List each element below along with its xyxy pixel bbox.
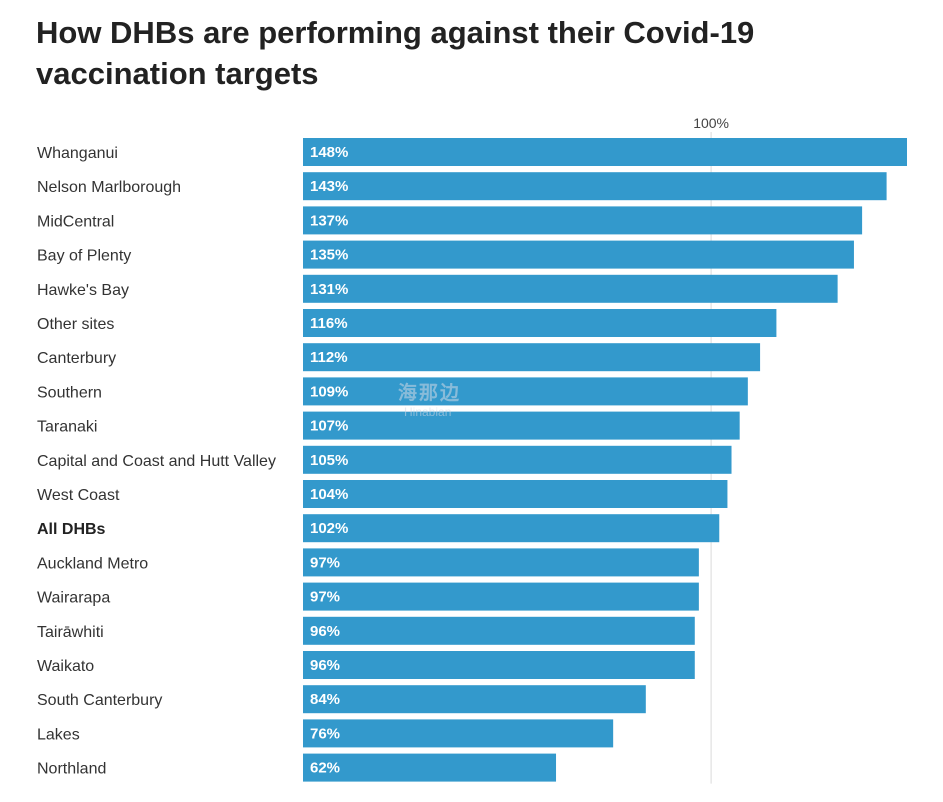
value-label-9: 105% [310, 452, 348, 469]
category-label-7: Southern [37, 384, 102, 401]
category-label-8: Taranaki [37, 419, 97, 436]
bar-8 [303, 411, 740, 440]
bar-5 [303, 309, 777, 337]
bar-9 [303, 445, 732, 474]
category-label-17: Lakes [37, 726, 80, 743]
category-label-9: Capital and Coast and Hutt Valley [37, 453, 276, 470]
category-label-5: Other sites [37, 316, 114, 333]
value-label-10: 104% [310, 486, 348, 503]
value-label-11: 102% [310, 520, 348, 537]
value-label-8: 107% [310, 418, 348, 435]
bar-2 [303, 206, 863, 235]
value-label-5: 116% [310, 315, 348, 332]
value-label-6: 112% [310, 349, 348, 366]
value-label-18: 62% [310, 760, 340, 777]
value-label-2: 137% [310, 212, 348, 229]
bar-3 [303, 240, 854, 269]
value-label-14: 96% [310, 623, 340, 640]
value-label-16: 84% [310, 691, 340, 708]
reference-label-100: 100% [693, 115, 729, 131]
value-label-4: 131% [310, 281, 348, 298]
category-label-1: Nelson Marlborough [37, 179, 181, 196]
bar-13 [303, 582, 699, 611]
bar-1 [303, 172, 887, 201]
bar-14 [303, 616, 695, 645]
bar-12 [303, 548, 699, 577]
bar-4 [303, 274, 838, 303]
bar-18 [303, 753, 557, 782]
bar-17 [303, 719, 614, 748]
category-label-18: Northland [37, 761, 106, 778]
category-label-4: Hawke's Bay [37, 282, 129, 299]
value-label-0: 148% [310, 144, 348, 161]
bar-15 [303, 651, 695, 679]
bar-11 [303, 514, 720, 543]
value-label-3: 135% [310, 247, 348, 264]
bar-10 [303, 480, 728, 508]
category-label-0: Whanganui [37, 145, 118, 162]
value-label-17: 76% [310, 725, 340, 742]
value-label-15: 96% [310, 657, 340, 674]
value-label-7: 109% [310, 383, 348, 400]
bar-16 [303, 685, 646, 714]
bar-6 [303, 343, 761, 372]
category-label-15: Waikato [37, 658, 94, 675]
category-label-6: Canterbury [37, 350, 116, 367]
category-label-3: Bay of Plenty [37, 248, 131, 265]
category-label-13: Wairarapa [37, 590, 110, 607]
category-label-16: South Canterbury [37, 692, 162, 709]
value-label-12: 97% [310, 554, 340, 571]
bar-0 [303, 138, 907, 166]
value-label-1: 143% [310, 178, 348, 195]
category-label-14: Tairāwhiti [37, 624, 104, 641]
category-label-2: MidCentral [37, 213, 114, 230]
chart-title: How DHBs are performing against their Co… [36, 15, 755, 91]
bars-group: Whanganui 148% Nelson Marlborough 143% MidCe… [37, 138, 907, 782]
category-label-11: All DHBs [37, 521, 106, 538]
category-label-12: Auckland Metro [37, 555, 148, 572]
category-label-10: West Coast [37, 487, 120, 504]
value-label-13: 97% [310, 589, 340, 606]
bar-7 [303, 377, 748, 406]
